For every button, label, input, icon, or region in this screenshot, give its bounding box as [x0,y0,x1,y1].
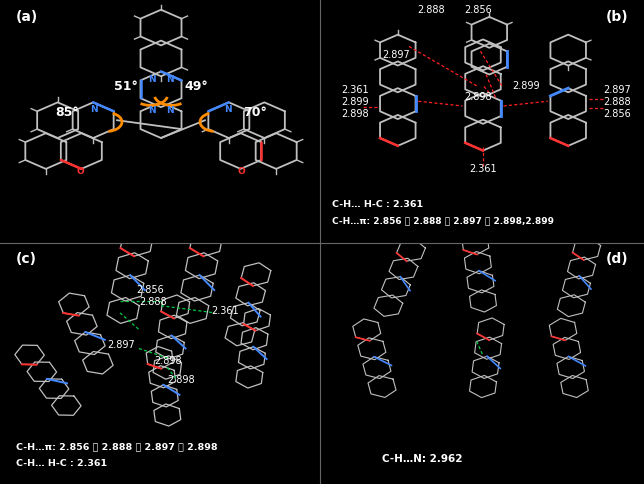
Text: 2.898: 2.898 [341,109,368,119]
Text: O: O [76,167,84,176]
Text: 2.361: 2.361 [341,85,368,95]
Text: 51°: 51° [113,80,137,93]
Text: (b): (b) [605,10,628,24]
Text: N: N [148,106,156,115]
Text: C-H…N: 2.962: C-H…N: 2.962 [382,453,462,463]
Text: 2.856: 2.856 [464,4,492,15]
Text: 2.897: 2.897 [603,85,630,95]
Text: 2.898: 2.898 [155,356,182,365]
Text: N: N [148,75,156,84]
Text: 2.898: 2.898 [464,92,491,102]
Text: N: N [91,105,98,114]
Text: 2.899: 2.899 [341,97,368,107]
Text: 2.898: 2.898 [167,375,195,385]
Text: C-H… H-C : 2.361: C-H… H-C : 2.361 [16,458,107,467]
Text: 2.899: 2.899 [512,80,540,91]
Text: N: N [166,106,174,115]
Text: 2.897: 2.897 [108,339,135,349]
Text: 70°: 70° [243,106,267,119]
Text: C-H…π: 2.856 ， 2.888 ， 2.897 ， 2.898,2.899: C-H…π: 2.856 ， 2.888 ， 2.897 ， 2.898,2.8… [332,216,554,225]
Text: 2.897: 2.897 [383,49,410,60]
Text: N: N [166,75,174,84]
Text: 49°: 49° [185,80,209,93]
Text: (d): (d) [605,252,628,266]
Text: C-H… H-C : 2.361: C-H… H-C : 2.361 [332,199,422,208]
Text: C-H…π: 2.856 ， 2.888 ， 2.897 ， 2.898: C-H…π: 2.856 ， 2.888 ， 2.897 ， 2.898 [16,441,218,450]
Text: 2.888: 2.888 [603,97,630,107]
Text: (c): (c) [16,252,37,266]
Text: 2.856: 2.856 [603,109,630,119]
Text: (a): (a) [16,10,38,24]
Text: 2.361: 2.361 [211,306,239,316]
Text: N: N [224,105,231,114]
Text: O: O [238,167,246,176]
Text: 2.856: 2.856 [136,285,164,294]
Text: 2.888: 2.888 [139,296,167,306]
Text: 2.888: 2.888 [417,4,445,15]
Text: 85°: 85° [55,106,79,119]
Text: 2.361: 2.361 [469,164,497,173]
